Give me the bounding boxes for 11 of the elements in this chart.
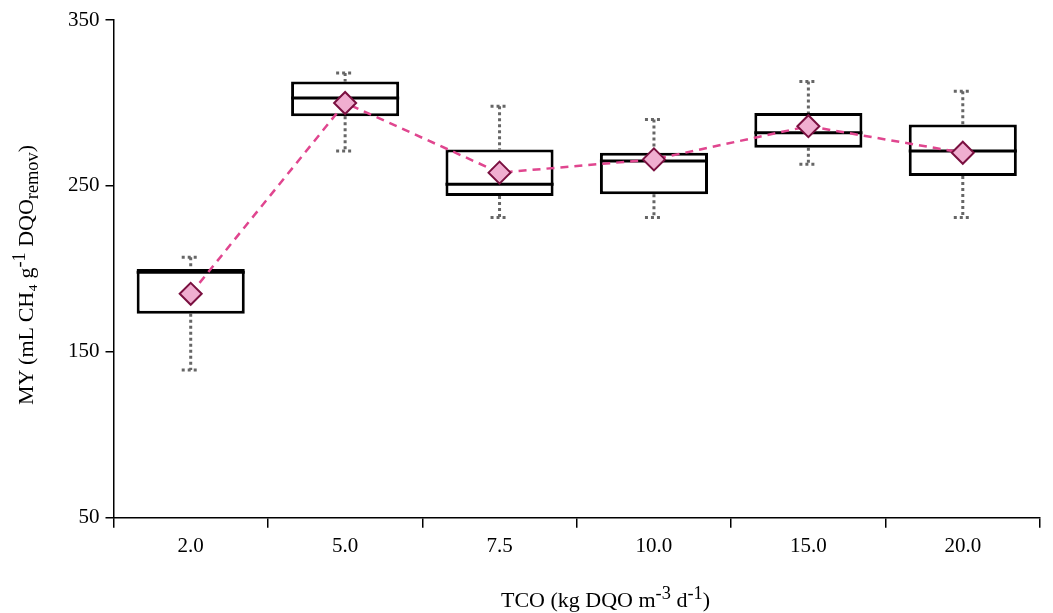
- y-tick-label: 50: [78, 504, 100, 529]
- x-tick-label: 7.5: [486, 532, 513, 557]
- x-tick-label: 20.0: [944, 532, 982, 557]
- x-axis-title: TCO (kg DQO m$^{-3}$ d$^{-1}$): [500, 582, 711, 613]
- x-tick-label: 2.0: [177, 532, 204, 557]
- y-tick-label: 350: [68, 6, 100, 31]
- y-tick-label: 150: [68, 338, 100, 363]
- x-tick-label: 15.0: [790, 532, 827, 557]
- x-tick-label: 10.0: [635, 532, 673, 557]
- x-tick-label: 5.0: [332, 532, 359, 557]
- y-tick-label: 250: [68, 172, 100, 197]
